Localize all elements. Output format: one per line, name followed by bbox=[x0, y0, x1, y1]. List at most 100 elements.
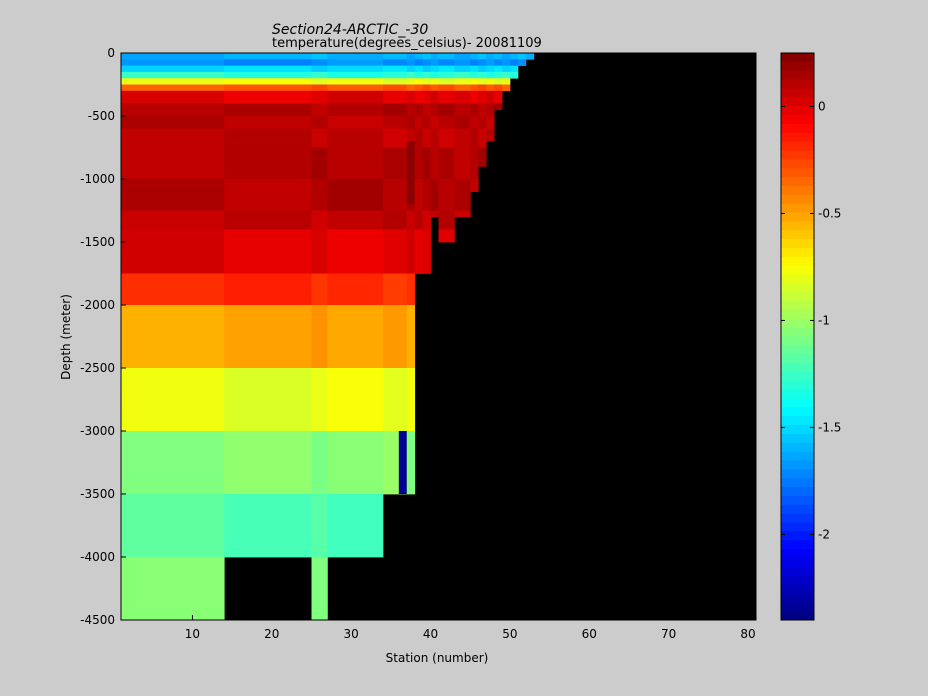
colorbar-segment bbox=[781, 540, 814, 550]
heatmap-cell bbox=[494, 78, 503, 85]
heatmap-cell bbox=[454, 210, 471, 218]
y-tick-label: -500 bbox=[88, 109, 115, 123]
x-axis: 10 20 30 40 50 60 70 80 bbox=[185, 615, 756, 641]
heatmap-cell bbox=[311, 229, 328, 274]
heatmap-cell bbox=[224, 53, 312, 60]
heatmap-cell bbox=[430, 84, 439, 92]
x-tick-label: 80 bbox=[740, 627, 755, 641]
heatmap-cell bbox=[438, 59, 455, 66]
heatmap-cell bbox=[486, 65, 495, 73]
colorbar-segment bbox=[781, 265, 814, 275]
heatmap-cell bbox=[382, 229, 408, 274]
heatmap-cell bbox=[509, 65, 519, 73]
heatmap-cell bbox=[327, 147, 384, 180]
colorbar-segment bbox=[781, 115, 814, 125]
heatmap-cell bbox=[382, 65, 408, 73]
heatmap-cell bbox=[430, 53, 439, 60]
heatmap-cell bbox=[121, 229, 225, 274]
heatmap-cell bbox=[406, 128, 416, 148]
heatmap-cell bbox=[224, 494, 312, 558]
heatmap-cell bbox=[414, 210, 424, 230]
heatmap-cell bbox=[382, 53, 408, 60]
heatmap-cell bbox=[430, 90, 439, 104]
heatmap-cell bbox=[454, 78, 471, 85]
heatmap-cell bbox=[121, 53, 225, 60]
heatmap-cell bbox=[494, 103, 503, 111]
heatmap-cell bbox=[121, 273, 225, 306]
heatmap-cell bbox=[224, 116, 312, 129]
heatmap-cell bbox=[502, 65, 511, 73]
heatmap-cell bbox=[224, 273, 312, 306]
heatmap-cell bbox=[311, 90, 328, 104]
heatmap-cell bbox=[422, 53, 431, 60]
heatmap-cell bbox=[486, 90, 495, 104]
heatmap-cell bbox=[121, 147, 225, 180]
heatmap-cell bbox=[422, 65, 431, 73]
heatmap-cell bbox=[494, 84, 503, 92]
heatmap-cell bbox=[438, 229, 455, 243]
heatmap-cell bbox=[454, 90, 471, 104]
colorbar-segment bbox=[781, 602, 814, 612]
colorbar-frame bbox=[780, 52, 815, 621]
x-tick-label: 60 bbox=[582, 627, 597, 641]
colorbar-tick-label: 0 bbox=[818, 99, 826, 113]
heatmap-cell bbox=[438, 71, 455, 79]
colorbar-segment bbox=[781, 389, 814, 400]
x-tick-label: 30 bbox=[344, 627, 359, 641]
colorbar-segment bbox=[781, 53, 814, 63]
heatmap-cell bbox=[382, 78, 408, 85]
colorbar-segment bbox=[781, 487, 814, 497]
heatmap-cell bbox=[470, 179, 479, 192]
heatmap-cell bbox=[430, 59, 439, 66]
heatmap-cell bbox=[454, 84, 471, 92]
heatmap-cell bbox=[486, 128, 495, 142]
colorbar-segment bbox=[781, 380, 814, 391]
heatmap-cell bbox=[224, 90, 312, 104]
colorbar-segment bbox=[781, 194, 814, 205]
heatmap-cell bbox=[414, 179, 424, 211]
heatmap-cell bbox=[121, 305, 225, 369]
heatmap-cell bbox=[486, 78, 495, 85]
heatmap-cell bbox=[327, 128, 384, 148]
heatmap-cell bbox=[382, 116, 408, 129]
heatmap-cell bbox=[224, 210, 312, 230]
heatmap-cell bbox=[430, 78, 439, 85]
colorbar-segment bbox=[781, 336, 814, 346]
heatmap-cell bbox=[478, 84, 487, 92]
heatmap-cell bbox=[311, 147, 328, 180]
heatmap-cell bbox=[327, 59, 384, 66]
heatmap-cell bbox=[311, 128, 328, 148]
heatmap-cell bbox=[502, 71, 511, 79]
heatmap-cell bbox=[430, 65, 439, 73]
colorbar-segment bbox=[781, 407, 814, 417]
heatmap-cell bbox=[311, 84, 328, 92]
colorbar-tick-label: -2 bbox=[818, 527, 830, 541]
heatmap-cell bbox=[494, 59, 503, 66]
colorbar-segment bbox=[781, 557, 814, 568]
y-tick-label: -1500 bbox=[80, 235, 115, 249]
colorbar-tick-label: -1.5 bbox=[818, 420, 841, 434]
heatmap-cell bbox=[502, 84, 511, 92]
heatmap-cell bbox=[121, 128, 225, 148]
y-tick-label: -1000 bbox=[80, 172, 115, 186]
heatmap-cell bbox=[430, 147, 439, 180]
heatmap-cell bbox=[224, 78, 312, 85]
colorbar-segment bbox=[781, 504, 814, 515]
heatmap-cell bbox=[517, 53, 527, 60]
heatmap-cell bbox=[486, 59, 495, 66]
heatmap-cell bbox=[311, 210, 328, 230]
heatmap-cell bbox=[327, 71, 384, 79]
heatmap-cell bbox=[478, 59, 487, 66]
heatmap-cell bbox=[311, 273, 328, 306]
heatmap-cell bbox=[327, 305, 384, 369]
heatmap-cell bbox=[121, 368, 225, 432]
heatmap-cell bbox=[454, 147, 471, 180]
heatmap-cell bbox=[382, 128, 408, 148]
heatmap-cell bbox=[438, 78, 455, 85]
heatmap-cell bbox=[509, 53, 519, 60]
heatmap-cell bbox=[454, 53, 471, 60]
heatmap-cell bbox=[224, 305, 312, 369]
heatmap-cell bbox=[121, 84, 225, 92]
heatmap-cell bbox=[430, 179, 439, 211]
